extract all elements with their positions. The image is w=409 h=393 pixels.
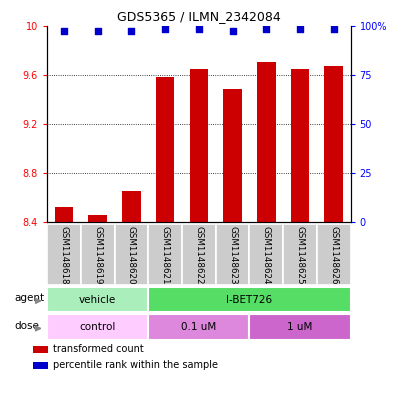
Bar — [47, 224, 81, 285]
Bar — [155, 77, 174, 222]
Bar — [249, 224, 283, 285]
Bar — [324, 66, 342, 222]
Bar — [316, 224, 350, 285]
Text: dose: dose — [14, 321, 39, 331]
Text: control: control — [79, 322, 116, 332]
Point — [162, 26, 168, 33]
Bar — [47, 314, 148, 340]
Bar — [81, 224, 114, 285]
Point — [330, 26, 336, 33]
Point — [229, 28, 235, 35]
Bar — [290, 68, 308, 222]
Bar — [223, 89, 241, 222]
Bar — [47, 287, 148, 312]
Bar — [148, 314, 249, 340]
Text: percentile rank within the sample: percentile rank within the sample — [52, 360, 217, 370]
Bar — [148, 287, 350, 312]
Bar — [283, 224, 316, 285]
Text: 1 uM: 1 uM — [287, 322, 312, 332]
Text: I-BET726: I-BET726 — [226, 295, 272, 305]
Point — [94, 28, 101, 35]
Bar — [256, 62, 275, 222]
Text: transformed count: transformed count — [52, 344, 143, 354]
Text: GSM1148622: GSM1148622 — [194, 226, 203, 285]
Bar — [33, 362, 47, 369]
Text: vehicle: vehicle — [79, 295, 116, 305]
Title: GDS5365 / ILMN_2342084: GDS5365 / ILMN_2342084 — [117, 10, 280, 23]
Point — [195, 26, 202, 33]
Text: 0.1 uM: 0.1 uM — [181, 322, 216, 332]
Text: GSM1148626: GSM1148626 — [328, 226, 337, 285]
Bar — [122, 191, 140, 222]
Point — [61, 28, 67, 35]
Text: GSM1148619: GSM1148619 — [93, 226, 102, 285]
Bar — [33, 346, 47, 353]
Bar — [114, 224, 148, 285]
Text: GSM1148620: GSM1148620 — [127, 226, 136, 285]
Point — [262, 26, 269, 33]
Point — [128, 28, 135, 35]
Bar — [182, 224, 215, 285]
Point — [296, 26, 303, 33]
Text: GSM1148623: GSM1148623 — [227, 226, 236, 285]
Text: GSM1148618: GSM1148618 — [59, 226, 68, 285]
Bar — [55, 207, 73, 222]
Text: agent: agent — [14, 294, 44, 303]
Text: GSM1148625: GSM1148625 — [295, 226, 304, 285]
Bar — [148, 224, 182, 285]
Bar — [215, 224, 249, 285]
Text: GSM1148621: GSM1148621 — [160, 226, 169, 285]
Bar — [189, 68, 208, 222]
Text: GSM1148624: GSM1148624 — [261, 226, 270, 285]
Bar — [88, 215, 107, 222]
Bar — [249, 314, 350, 340]
